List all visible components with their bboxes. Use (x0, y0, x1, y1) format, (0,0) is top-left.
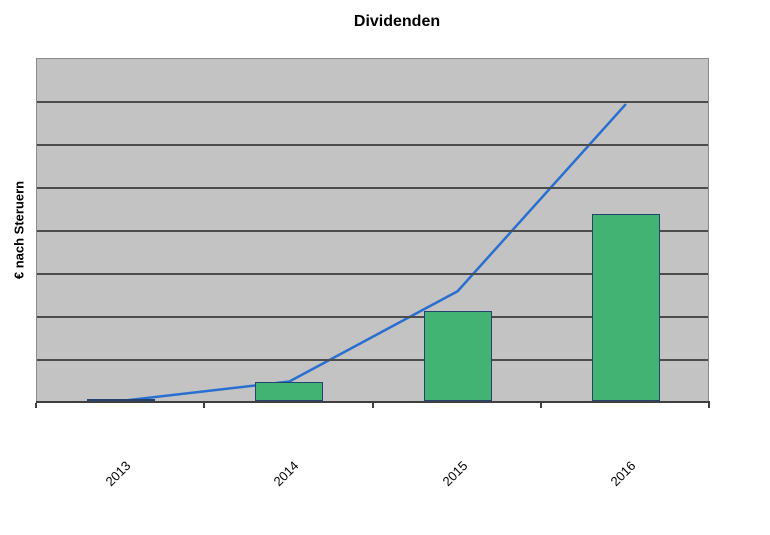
plot-area (36, 58, 709, 403)
bar-2014 (255, 381, 324, 401)
chart-title: Dividenden (353, 13, 441, 30)
x-tick-label-2014: 2014 (270, 458, 302, 490)
gridline (37, 316, 708, 318)
gridline (37, 101, 708, 103)
x-axis-tick (708, 403, 710, 408)
x-tick-label-2013: 2013 (102, 458, 134, 490)
x-axis-line (36, 401, 710, 403)
bar-2013 (87, 398, 156, 401)
x-axis-tick (539, 403, 542, 408)
gridline (37, 230, 708, 232)
x-tick-label-2016: 2016 (607, 458, 639, 490)
bar-2015 (423, 310, 492, 401)
x-axis-tick (371, 403, 374, 408)
x-tick-label-2015: 2015 (439, 458, 471, 490)
gridline (37, 273, 708, 275)
bar-2016 (591, 213, 660, 401)
gridline (37, 144, 708, 146)
trend-line (120, 103, 627, 403)
line-series (120, 103, 627, 403)
x-axis-tick (35, 403, 37, 408)
x-axis-tick (203, 403, 206, 408)
gridline (37, 359, 708, 361)
gridline (37, 187, 708, 189)
y-axis-title: € nach Steruern (11, 180, 27, 280)
